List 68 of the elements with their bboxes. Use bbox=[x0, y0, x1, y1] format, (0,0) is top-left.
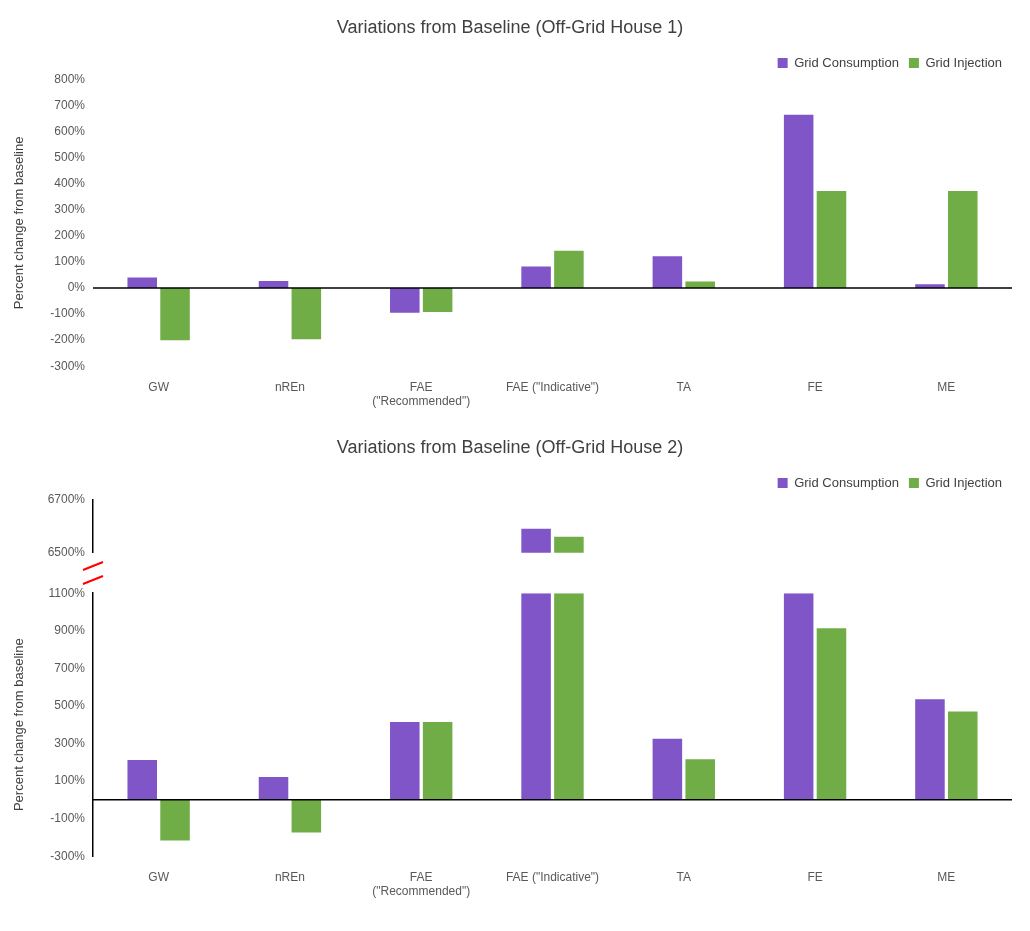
x-tick-label: TA bbox=[676, 379, 692, 394]
y-tick-label: -200% bbox=[50, 332, 86, 347]
x-tick-label: FE bbox=[807, 869, 823, 884]
x-tick-label: FAE ("Indicative") bbox=[505, 869, 600, 884]
x-tick-label: FAE ("Recommended") bbox=[372, 869, 471, 899]
bar bbox=[554, 250, 584, 289]
bar bbox=[816, 628, 847, 800]
legend-label: Grid Consumption bbox=[794, 474, 899, 490]
chart-title: Variations from Baseline (Off-Grid House 2) bbox=[336, 436, 684, 457]
bar bbox=[422, 288, 453, 313]
bar bbox=[915, 699, 945, 800]
y-tick-label: 100% bbox=[54, 773, 86, 788]
y-tick-label: -300% bbox=[50, 358, 86, 373]
bar bbox=[258, 776, 289, 800]
bar bbox=[521, 593, 551, 800]
bar bbox=[390, 722, 420, 800]
x-tick-label: FAE ("Indicative") bbox=[505, 379, 600, 394]
bar bbox=[783, 593, 814, 800]
y-tick-label: 300% bbox=[54, 202, 86, 217]
y-axis-title: Percent change from baseline bbox=[11, 136, 27, 310]
y-tick-label: 100% bbox=[54, 254, 86, 269]
y-tick-label: 900% bbox=[54, 623, 86, 638]
x-tick-label: nREn bbox=[274, 869, 305, 884]
y-tick-label: 1100% bbox=[48, 585, 86, 600]
bar bbox=[160, 288, 190, 341]
x-tick-label: TA bbox=[676, 869, 692, 884]
y-tick-label: 700% bbox=[54, 97, 86, 112]
chart-title: Variations from Baseline (Off-Grid House 1) bbox=[336, 16, 684, 37]
bar bbox=[948, 711, 978, 800]
y-tick-label: -100% bbox=[50, 306, 86, 321]
x-tick-label: ME bbox=[937, 379, 956, 394]
y-tick-label: -300% bbox=[50, 848, 86, 863]
bar bbox=[948, 191, 978, 289]
y-tick-label: 400% bbox=[54, 176, 86, 191]
y-tick-label: -100% bbox=[50, 810, 86, 825]
bar bbox=[291, 288, 322, 340]
y-axis-title: Percent change from baseline bbox=[11, 638, 27, 812]
bar bbox=[685, 759, 715, 800]
legend-label: Grid Consumption bbox=[794, 54, 899, 70]
y-tick-label: 700% bbox=[54, 660, 86, 675]
bar bbox=[422, 722, 453, 800]
y-tick-label: 0% bbox=[67, 280, 86, 295]
bar bbox=[816, 191, 847, 289]
y-tick-label: 500% bbox=[54, 698, 86, 713]
bar bbox=[652, 256, 683, 289]
bar bbox=[521, 266, 551, 289]
y-tick-label: 600% bbox=[54, 124, 86, 139]
x-tick-label: GW bbox=[148, 379, 170, 394]
bar bbox=[127, 760, 157, 800]
legend-label: Grid Injection bbox=[925, 54, 1002, 70]
x-tick-label: nREn bbox=[274, 379, 305, 394]
bar bbox=[652, 738, 683, 800]
x-tick-label: ME bbox=[937, 869, 956, 884]
bar bbox=[160, 799, 190, 841]
bar bbox=[554, 593, 584, 800]
x-tick-label: GW bbox=[148, 869, 170, 884]
bar bbox=[390, 288, 420, 313]
y-tick-label: 6500% bbox=[47, 545, 86, 560]
y-tick-label: 6700% bbox=[47, 491, 86, 506]
y-tick-label: 300% bbox=[54, 735, 86, 750]
y-tick-label: 200% bbox=[54, 228, 86, 243]
y-tick-label: 800% bbox=[54, 71, 86, 86]
y-tick-label: 500% bbox=[54, 150, 86, 165]
bar bbox=[783, 114, 814, 289]
bar bbox=[291, 799, 322, 833]
x-tick-label: FAE ("Recommended") bbox=[372, 379, 471, 409]
x-tick-label: FE bbox=[807, 379, 823, 394]
legend-label: Grid Injection bbox=[925, 474, 1002, 490]
